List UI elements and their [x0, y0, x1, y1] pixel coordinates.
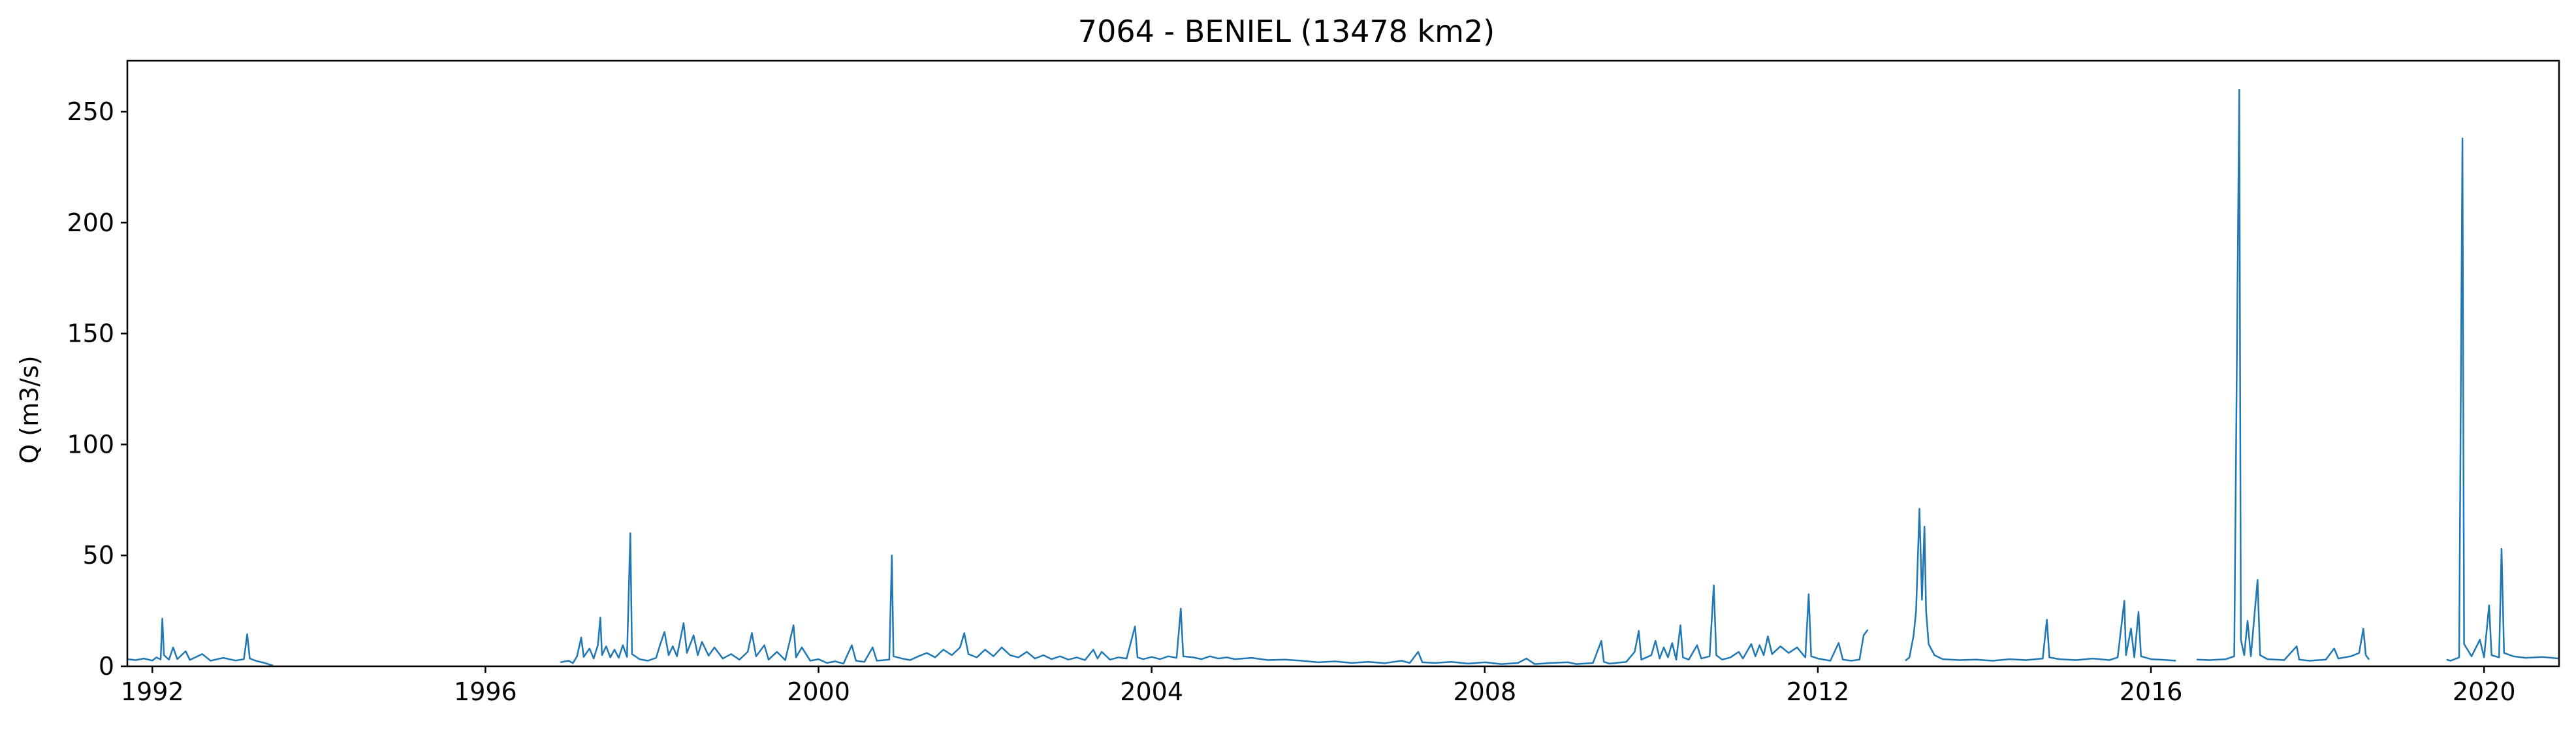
- x-tick-label: 2000: [787, 677, 850, 706]
- y-tick-label: 100: [67, 430, 114, 459]
- y-axis-ticks: 0 50 100 150 200 250: [67, 97, 127, 681]
- x-tick-label: 2008: [1453, 677, 1516, 706]
- chart-title: 7064 - BENIEL (13478 km2): [1078, 14, 1495, 49]
- plot-area-frame: [126, 59, 2560, 668]
- y-tick-label: 150: [67, 319, 114, 348]
- y-tick-label: 250: [67, 97, 114, 126]
- discharge-series-line-0-4: [2446, 137, 2560, 662]
- y-tick-label: 0: [99, 652, 114, 681]
- y-tick-label: 200: [67, 208, 114, 237]
- x-axis-ticks: 1992 1996 2000 2004 2008 2012 2016 2020: [121, 666, 2516, 706]
- discharge-series-line-0-2: [1905, 508, 2176, 662]
- x-tick-label: 1996: [454, 677, 517, 706]
- series-layer: [127, 88, 2560, 667]
- y-axis-label: Q (m3/s): [15, 355, 44, 463]
- x-tick-label: 2016: [2120, 677, 2183, 706]
- x-tick-label: 2004: [1120, 677, 1183, 706]
- y-tick-label: 50: [83, 541, 114, 570]
- x-tick-label: 2012: [1787, 677, 1850, 706]
- discharge-series-line-0-0: [127, 617, 274, 667]
- discharge-series-line-0-3: [2197, 88, 2370, 662]
- discharge-series-line-0-1: [560, 532, 1869, 665]
- x-tick-label: 1992: [121, 677, 184, 706]
- x-tick-label: 2020: [2453, 677, 2516, 706]
